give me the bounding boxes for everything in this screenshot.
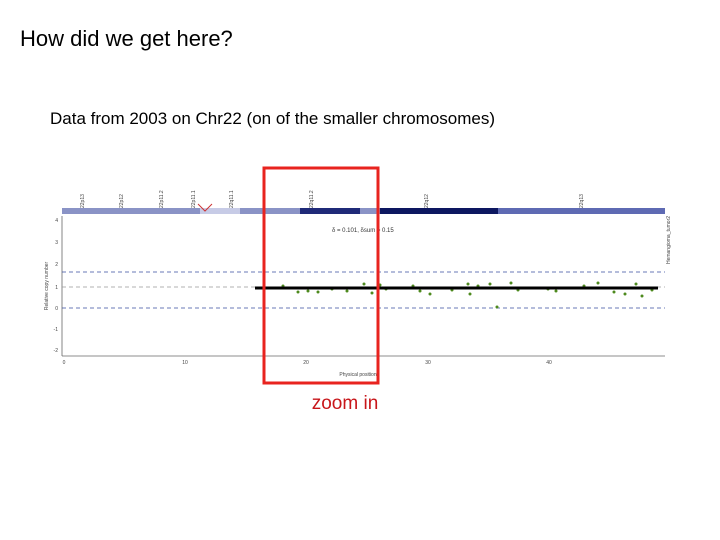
- band-label: 22q13: [579, 194, 585, 208]
- y-tick-label: -2: [54, 348, 59, 354]
- band-label: 22p11.1: [191, 190, 197, 208]
- ideogram-band: [200, 208, 240, 214]
- y-tick-label: 3: [55, 240, 58, 246]
- band-label: 22p13: [80, 194, 86, 208]
- x-axis-label: Physical position: [339, 372, 376, 378]
- y-tick-label: -1: [54, 327, 59, 333]
- annotation: δ = 0.101, δsum = 0.15: [332, 228, 394, 234]
- y-tick-label: 0: [55, 306, 58, 312]
- y-tick-label: 4: [55, 218, 58, 224]
- figure: 22p13 22p12 22p11.2 22p11.1 22q11.1 22q1…: [44, 190, 672, 378]
- x-tick-label: 0: [63, 360, 66, 366]
- side-label: Hemangioma_tumor2: [666, 216, 672, 264]
- band-label: 22q11.2: [309, 190, 315, 208]
- band-label: 22p12: [119, 194, 125, 208]
- band-label: 22q11.1: [229, 190, 235, 208]
- ideogram-band: [498, 208, 665, 214]
- x-tick-label: 10: [182, 360, 188, 366]
- ideogram-band: [300, 208, 360, 214]
- slide-title: How did we get here?: [20, 26, 233, 51]
- callout: zoom in: [312, 393, 379, 414]
- band-label: 22q12: [424, 194, 430, 208]
- ideogram-band: [380, 208, 498, 214]
- zoom-box: [262, 166, 380, 385]
- slide-subtitle: Data from 2003 on Chr22 (on of the small…: [50, 109, 495, 128]
- x-tick-label: 40: [546, 360, 552, 366]
- y-axis-label: Relative copy number: [44, 261, 50, 310]
- y-tick-label: 1: [55, 285, 58, 291]
- ideogram: [62, 208, 665, 214]
- data-points: [281, 281, 654, 309]
- band-label: 22p11.2: [159, 190, 165, 208]
- x-tick-label: 30: [425, 360, 431, 366]
- centromere-mark: [197, 203, 213, 212]
- x-tick-label: 20: [303, 360, 309, 366]
- y-tick-label: 2: [55, 262, 58, 268]
